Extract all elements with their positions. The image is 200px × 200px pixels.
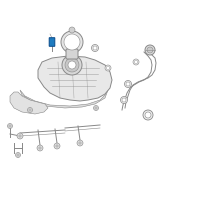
Circle shape	[134, 60, 138, 64]
Circle shape	[37, 145, 43, 151]
Circle shape	[124, 80, 132, 88]
Circle shape	[54, 143, 60, 149]
Circle shape	[68, 61, 76, 69]
Circle shape	[94, 106, 98, 110]
Polygon shape	[10, 92, 48, 114]
Circle shape	[133, 59, 139, 65]
Circle shape	[16, 152, 21, 158]
Circle shape	[62, 55, 82, 75]
Circle shape	[28, 108, 32, 112]
Circle shape	[147, 47, 153, 53]
Polygon shape	[38, 56, 112, 101]
Circle shape	[106, 66, 110, 70]
Circle shape	[61, 31, 83, 53]
Circle shape	[92, 45, 98, 51]
Circle shape	[77, 140, 83, 146]
FancyBboxPatch shape	[49, 38, 55, 46]
Circle shape	[105, 65, 111, 71]
Circle shape	[64, 34, 80, 50]
Circle shape	[17, 133, 23, 139]
Circle shape	[8, 123, 12, 129]
Circle shape	[120, 97, 128, 104]
FancyBboxPatch shape	[66, 49, 78, 59]
Polygon shape	[20, 88, 108, 108]
Circle shape	[145, 112, 151, 118]
Circle shape	[126, 82, 130, 86]
Circle shape	[143, 110, 153, 120]
Circle shape	[69, 27, 75, 33]
Circle shape	[122, 98, 126, 102]
Circle shape	[145, 45, 155, 55]
Circle shape	[65, 58, 79, 72]
Circle shape	[93, 46, 97, 50]
